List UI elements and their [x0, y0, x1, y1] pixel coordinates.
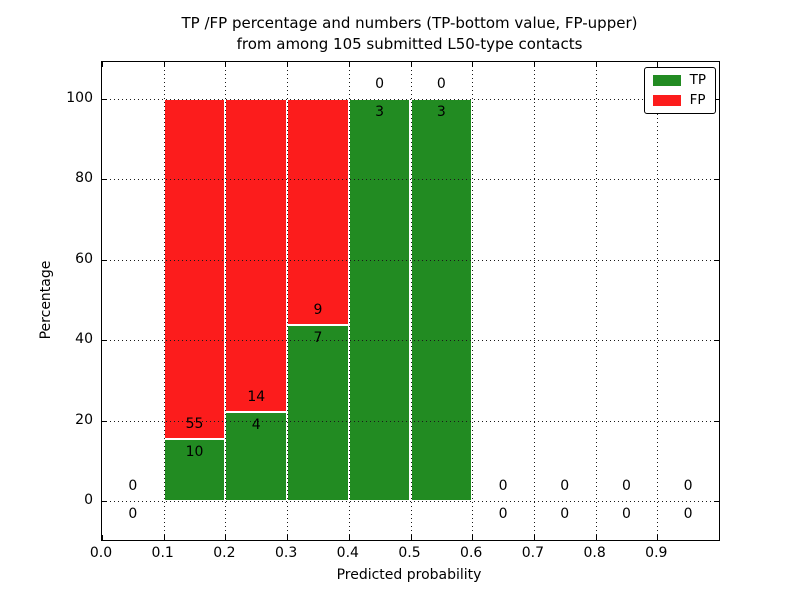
x-tick-label: 0.7 — [521, 545, 545, 561]
grid-line-x — [287, 62, 289, 540]
tick-mark-bottom — [472, 535, 474, 540]
legend-entry-tp: TP — [652, 72, 706, 88]
legend-label-tp: TP — [689, 72, 706, 88]
tick-mark-bottom — [533, 535, 535, 540]
fp-count-label: 0 — [621, 478, 631, 494]
grid-line-x — [225, 62, 227, 540]
fp-count-label: 0 — [436, 75, 446, 92]
tp-count-label: 3 — [436, 103, 446, 120]
tick-mark-top — [533, 62, 535, 67]
tp-color-swatch — [652, 75, 681, 86]
grid-line-x — [410, 62, 412, 540]
bar-fp-segment — [225, 98, 288, 412]
legend-entry-fp: FP — [652, 92, 706, 108]
tick-mark-right — [714, 259, 719, 261]
x-tick-label: 0.8 — [583, 545, 606, 561]
tick-mark-bottom — [595, 535, 597, 540]
tick-mark-bottom — [163, 535, 165, 540]
bar-tp-segment — [348, 98, 411, 501]
tick-mark-left — [102, 340, 107, 342]
tick-mark-top — [225, 62, 227, 67]
bar-tp-segment — [410, 98, 473, 501]
tick-mark-right — [714, 501, 719, 502]
x-tick-label: 0.4 — [336, 545, 359, 561]
tick-mark-bottom — [410, 535, 412, 540]
fp-count-label: 0 — [128, 478, 138, 494]
chart-title: TP /FP percentage and numbers (TP-bottom… — [101, 13, 718, 55]
fp-count-label: 0 — [498, 478, 508, 494]
tick-mark-right — [714, 179, 719, 181]
tick-mark-top — [657, 62, 659, 67]
tick-mark-left — [102, 420, 107, 422]
tick-mark-right — [714, 340, 719, 342]
tick-mark-left — [102, 259, 107, 261]
tp-count-label: 0 — [560, 506, 570, 522]
fp-count-label: 0 — [375, 75, 385, 92]
fp-count-label: 9 — [313, 302, 323, 319]
chart-title-line1: TP /FP percentage and numbers (TP-bottom… — [181, 14, 638, 32]
x-tick-label: 0.5 — [398, 545, 421, 561]
grid-line-x — [348, 62, 350, 540]
tp-count-label: 3 — [375, 103, 385, 120]
bar-tp-segment — [287, 325, 349, 501]
legend-label-fp: FP — [689, 92, 706, 108]
tick-mark-left — [102, 98, 107, 100]
fp-color-swatch — [652, 95, 681, 106]
y-tick-label: 0 — [84, 492, 93, 508]
bar-tp-segment — [163, 439, 226, 501]
tick-mark-left — [102, 501, 107, 502]
x-axis-label: Predicted probability — [336, 567, 482, 583]
grid-line-x — [163, 62, 165, 540]
x-tick-label: 0.2 — [213, 545, 236, 561]
y-tick-label: 100 — [66, 89, 93, 106]
tp-count-label: 4 — [251, 416, 261, 433]
legend: TP FP — [643, 67, 716, 114]
fp-count-label: 14 — [247, 388, 266, 405]
tick-mark-bottom — [102, 535, 103, 540]
tick-mark-top — [287, 62, 289, 67]
grid-line-x — [472, 62, 474, 540]
y-tick-label: 20 — [75, 411, 93, 428]
tick-mark-top — [410, 62, 412, 67]
y-tick-label: 60 — [75, 250, 93, 267]
fp-count-label: 0 — [560, 478, 570, 494]
tp-count-label: 10 — [185, 444, 204, 461]
tick-mark-top — [348, 62, 350, 67]
tick-mark-top — [472, 62, 474, 67]
tick-mark-right — [714, 98, 719, 100]
x-tick-label: 0.1 — [151, 545, 174, 561]
bar-fp-segment — [287, 98, 349, 326]
bar-tp-segment — [225, 411, 288, 501]
chart-title-line2: from among 105 submitted L50-type contac… — [236, 35, 583, 53]
grid-line-x — [533, 62, 535, 540]
tp-count-label: 0 — [128, 506, 138, 522]
tick-mark-bottom — [287, 535, 289, 540]
fp-count-label: 0 — [683, 478, 693, 494]
tick-mark-left — [102, 179, 107, 181]
tp-count-label: 7 — [313, 330, 323, 347]
fp-count-label: 55 — [185, 416, 204, 433]
tick-mark-top — [102, 62, 103, 67]
x-tick-label: 0.6 — [460, 545, 483, 561]
bar-fp-segment — [163, 98, 226, 440]
tp-count-label: 0 — [621, 506, 631, 522]
y-axis-label: Percentage — [38, 260, 54, 340]
x-tick-label: 0.0 — [89, 545, 113, 561]
grid-line-x — [657, 62, 659, 540]
y-tick-label: 40 — [75, 331, 93, 348]
tick-mark-top — [163, 62, 165, 67]
grid-line-x — [595, 62, 597, 540]
y-tick-label: 80 — [75, 170, 93, 187]
tp-count-label: 0 — [498, 506, 508, 522]
tick-mark-top — [595, 62, 597, 67]
tick-mark-right — [714, 420, 719, 422]
plot-area: TP FP 0 0 55 10 14 4 9 7 0 3 0 3 0 0 0 0 0 0 0 0 — [101, 61, 720, 541]
tick-mark-bottom — [225, 535, 227, 540]
tick-mark-bottom — [657, 535, 659, 540]
x-tick-label: 0.3 — [274, 545, 298, 561]
tick-mark-bottom — [348, 535, 350, 540]
tp-count-label: 0 — [683, 506, 693, 522]
x-tick-label: 0.9 — [645, 545, 668, 561]
